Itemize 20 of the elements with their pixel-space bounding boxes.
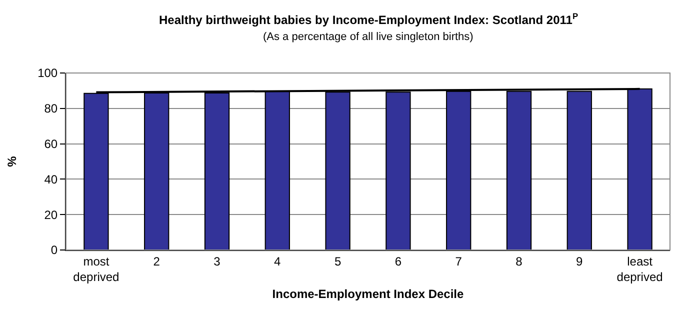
chart-title: Healthy birthweight babies by Income-Employment Index: Scotland 2011$^{P}$ bbox=[159, 11, 578, 28]
y-tick-label: 20 bbox=[44, 208, 58, 222]
x-tick-label: 8 bbox=[516, 254, 523, 268]
x-tick-label: 6 bbox=[394, 254, 402, 268]
x-tick-label: 2 bbox=[153, 254, 160, 268]
x-tick-label: 9 bbox=[576, 254, 584, 268]
x-tick-label: 3 bbox=[214, 254, 221, 268]
y-tick-label: 100 bbox=[38, 66, 58, 80]
x-tick-label: least deprived bbox=[616, 254, 663, 284]
y-axis-title: % bbox=[4, 156, 19, 167]
x-tick-label: 4 bbox=[274, 254, 282, 268]
y-tick-label: 80 bbox=[44, 102, 58, 116]
x-tick-label: 7 bbox=[455, 254, 462, 268]
x-axis-title: Income-Employment Index Decile bbox=[272, 286, 464, 301]
y-tick-label: 0 bbox=[50, 243, 58, 258]
y-tick-label: 40 bbox=[44, 172, 58, 186]
y-tick-label: 60 bbox=[44, 137, 58, 151]
chart-subtitle: (As a percentage of all live singleton births) bbox=[263, 31, 474, 43]
x-tick-label: most deprived bbox=[73, 254, 120, 284]
x-tick-label: 5 bbox=[334, 254, 342, 268]
